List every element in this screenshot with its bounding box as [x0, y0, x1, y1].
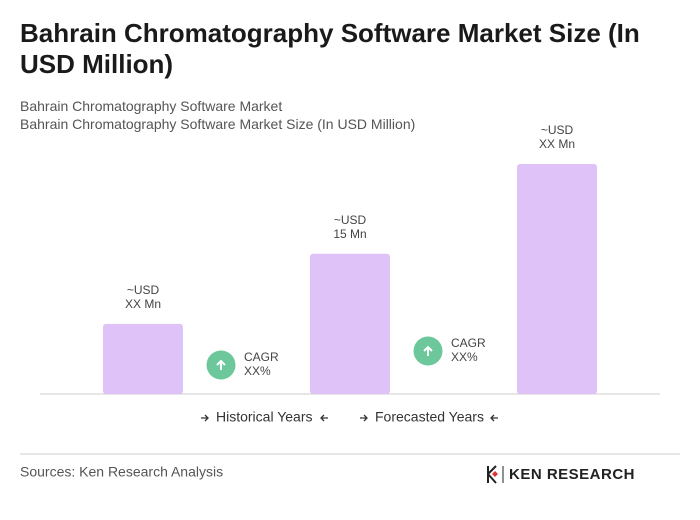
logo-icon	[487, 465, 504, 484]
legend-label: Historical Years	[216, 409, 313, 425]
cagr-label: CAGR	[451, 336, 486, 350]
subtitle: Bahrain Chromatography Software Market S…	[20, 116, 416, 132]
cagr-label: CAGR	[244, 350, 279, 364]
cagr-label: XX%	[451, 350, 478, 364]
value-label: ~USD	[127, 283, 160, 297]
legend-arrows	[201, 414, 498, 422]
cagr-arrow	[216, 359, 226, 370]
bar	[103, 323, 183, 394]
bar	[310, 253, 390, 394]
cagr-label: XX%	[244, 364, 271, 378]
value-label: 15 Mn	[333, 227, 366, 241]
value-label: XX Mn	[125, 297, 161, 311]
value-label: ~USD	[541, 123, 574, 137]
source: Sources: Ken Research Analysis	[20, 464, 223, 480]
legend-label: Forecasted Years	[375, 409, 484, 425]
value-label: ~USD	[334, 213, 367, 227]
bar	[517, 164, 597, 394]
subtitle: Bahrain Chromatography Software Market	[20, 98, 283, 114]
cagr-arrow	[423, 345, 433, 356]
value-label: XX Mn	[539, 137, 575, 151]
logo-text: KEN RESEARCH	[509, 466, 635, 483]
chart-title: Bahrain Chromatography Software Market S…	[20, 18, 640, 79]
